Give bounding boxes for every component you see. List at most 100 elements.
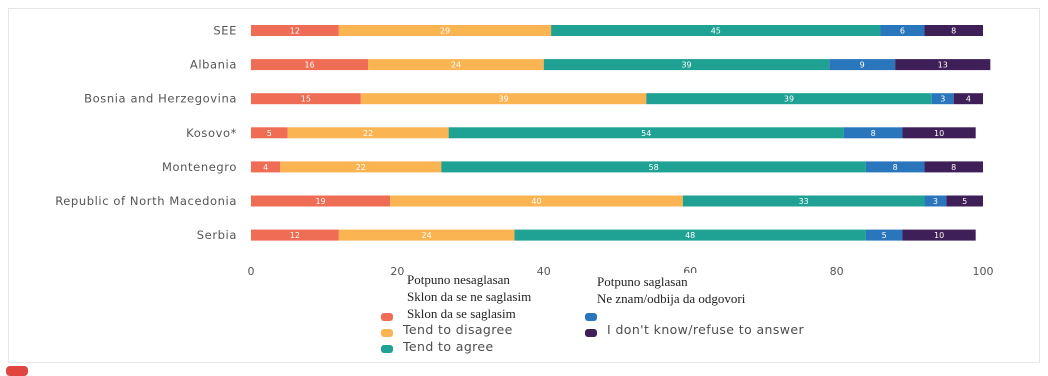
data-label-tend-to-disagree-see: 29 [440, 27, 450, 36]
x-tick-label-20: 20 [390, 265, 404, 278]
data-label-tend-to-agree-see: 45 [711, 27, 721, 36]
bar-segment-totally-agree-bosnia-and-herzegovina [931, 93, 954, 105]
data-label-i-don-t-know-refuse-to-answer-republic-of-north-macedonia: 5 [962, 197, 967, 206]
bar-segment-totally-disagree-serbia [251, 229, 339, 241]
bar-segment-totally-disagree-republic-of-north-macedonia [251, 195, 391, 207]
bar-segment-i-don-t-know-refuse-to-answer-montenegro [924, 161, 983, 173]
overlay-right-labels: Potpuno saglasan Ne znam/odbija da odgov… [597, 273, 750, 307]
overlay-left-labels: Potpuno nesaglasan Sklon da se ne saglas… [407, 271, 536, 322]
category-label-albania: Albania [190, 58, 237, 72]
data-label-tend-to-agree-kosovo: 54 [641, 129, 651, 138]
bar-segment-tend-to-disagree-albania [368, 59, 544, 71]
data-label-tend-to-disagree-serbia: 24 [422, 231, 432, 240]
bar-segment-tend-to-agree-bosnia-and-herzegovina [646, 93, 932, 105]
overlay-right-line-2: Ne znam/odbija da odgovori [597, 291, 746, 306]
data-label-i-don-t-know-refuse-to-answer-montenegro: 8 [951, 163, 956, 172]
data-label-totally-agree-serbia: 5 [882, 231, 887, 240]
bar-segment-tend-to-disagree-bosnia-and-herzegovina [360, 93, 647, 105]
data-label-totally-agree-albania: 9 [860, 61, 865, 70]
category-label-see: SEE [213, 24, 237, 38]
data-label-tend-to-agree-republic-of-north-macedonia: 33 [799, 197, 809, 206]
data-label-totally-agree-bosnia-and-herzegovina: 3 [940, 95, 945, 104]
x-tick-label-80: 80 [830, 265, 844, 278]
data-label-tend-to-disagree-bosnia-and-herzegovina: 39 [498, 95, 508, 104]
data-label-totally-agree-kosovo: 8 [871, 129, 876, 138]
overlay-left-line-2: Sklon da se ne saglasim [407, 289, 532, 304]
legend-swatch-tend-to-disagree [381, 329, 393, 337]
legend-swatch-tend-to-agree [381, 345, 393, 353]
x-tick-label-100: 100 [973, 265, 994, 278]
data-label-i-don-t-know-refuse-to-answer-serbia: 10 [934, 231, 944, 240]
bar-segment-i-don-t-know-refuse-to-answer-serbia [902, 229, 976, 241]
data-label-totally-disagree-kosovo: 5 [267, 129, 272, 138]
bar-segment-totally-disagree-bosnia-and-herzegovina [251, 93, 361, 105]
overlay-left-line-1: Potpuno nesaglasan [407, 272, 510, 287]
bar-segment-totally-agree-kosovo [843, 127, 903, 139]
bar-segment-tend-to-disagree-kosovo [287, 127, 449, 139]
bar-segment-tend-to-disagree-serbia [338, 229, 515, 241]
data-label-totally-disagree-montenegro: 4 [263, 163, 268, 172]
bar-segment-totally-agree-montenegro [865, 161, 925, 173]
bar-segment-i-don-t-know-refuse-to-answer-bosnia-and-herzegovina [953, 93, 983, 105]
category-label-montenegro: Montenegro [162, 160, 237, 174]
data-label-totally-disagree-see: 12 [290, 27, 300, 36]
data-label-tend-to-disagree-republic-of-north-macedonia: 40 [531, 197, 541, 206]
bar-segment-i-don-t-know-refuse-to-answer-kosovo [902, 127, 976, 139]
bar-segment-totally-agree-albania [829, 59, 896, 71]
data-label-totally-agree-see: 6 [900, 27, 905, 36]
data-label-totally-agree-montenegro: 8 [893, 163, 898, 172]
data-label-totally-disagree-serbia: 12 [290, 231, 300, 240]
bar-segment-i-don-t-know-refuse-to-answer-albania [895, 59, 991, 71]
legend-label-tend-to-disagree: Tend to disagree [403, 322, 513, 337]
bar-segment-i-don-t-know-refuse-to-answer-republic-of-north-macedonia [946, 195, 983, 207]
bar-segment-tend-to-agree-see [551, 25, 881, 36]
x-tick-label-40: 40 [537, 265, 551, 278]
legend-swatch-totally-agree [585, 313, 597, 321]
data-label-tend-to-disagree-montenegro: 22 [356, 163, 366, 172]
bar-segment-tend-to-agree-kosovo [448, 127, 844, 139]
bar-segment-tend-to-agree-republic-of-north-macedonia [682, 195, 925, 207]
bar-segment-totally-disagree-montenegro [251, 161, 281, 173]
bar-segment-totally-disagree-albania [251, 59, 369, 71]
data-label-tend-to-agree-serbia: 48 [685, 231, 695, 240]
category-label-republic-of-north-macedonia: Republic of North Macedonia [55, 194, 237, 208]
legend-swatch-totally-disagree [381, 313, 393, 321]
legend-label-tend-to-agree: Tend to agree [403, 339, 494, 354]
category-label-bosnia-and-herzegovina: Bosnia and Herzegovina [84, 92, 237, 106]
overlay-right-line-1: Potpuno saglasan [597, 274, 688, 289]
data-label-totally-disagree-republic-of-north-macedonia: 19 [315, 197, 325, 206]
x-tick-label-0: 0 [248, 265, 255, 278]
data-label-tend-to-agree-albania: 39 [681, 61, 691, 70]
bar-segment-tend-to-disagree-montenegro [280, 161, 442, 173]
data-label-totally-agree-republic-of-north-macedonia: 3 [933, 197, 938, 206]
category-label-serbia: Serbia [197, 228, 237, 242]
bar-segment-totally-disagree-kosovo [251, 127, 288, 139]
data-label-i-don-t-know-refuse-to-answer-see: 8 [951, 27, 956, 36]
data-label-i-don-t-know-refuse-to-answer-kosovo: 10 [934, 129, 944, 138]
bar-segment-tend-to-agree-serbia [514, 229, 866, 241]
bar-segment-tend-to-agree-albania [543, 59, 830, 71]
legend-swatch-dont-know [585, 329, 597, 337]
data-label-tend-to-disagree-kosovo: 22 [363, 129, 373, 138]
bar-segment-tend-to-agree-montenegro [441, 161, 866, 173]
corner-mark [6, 366, 28, 376]
legend-label-dont-know: I don't know/refuse to answer [607, 322, 805, 337]
data-label-i-don-t-know-refuse-to-answer-bosnia-and-herzegovina: 4 [966, 95, 971, 104]
data-label-tend-to-agree-bosnia-and-herzegovina: 39 [784, 95, 794, 104]
data-label-tend-to-agree-montenegro: 58 [649, 163, 659, 172]
data-label-totally-disagree-albania: 16 [304, 61, 314, 70]
bar-segment-totally-disagree-see [251, 25, 339, 36]
bar-segment-tend-to-disagree-see [338, 25, 552, 36]
bar-segment-totally-agree-republic-of-north-macedonia [924, 195, 947, 207]
bar-segment-i-don-t-know-refuse-to-answer-see [924, 25, 983, 36]
chart-frame: SEE 12 29 45 6 8 Albania 16 24 39 9 13 Bosnia and He… [8, 8, 1040, 363]
data-label-totally-disagree-bosnia-and-herzegovina: 15 [301, 95, 311, 104]
data-label-i-don-t-know-refuse-to-answer-albania: 13 [938, 61, 948, 70]
bar-segment-totally-agree-see [880, 25, 925, 36]
data-label-tend-to-disagree-albania: 24 [451, 61, 461, 70]
category-label-kosovo: Kosovo* [186, 126, 237, 140]
overlay-left-line-3: Sklon da se saglasim [407, 306, 516, 321]
bar-segment-totally-agree-serbia [865, 229, 903, 241]
bar-segment-tend-to-disagree-republic-of-north-macedonia [390, 195, 683, 207]
